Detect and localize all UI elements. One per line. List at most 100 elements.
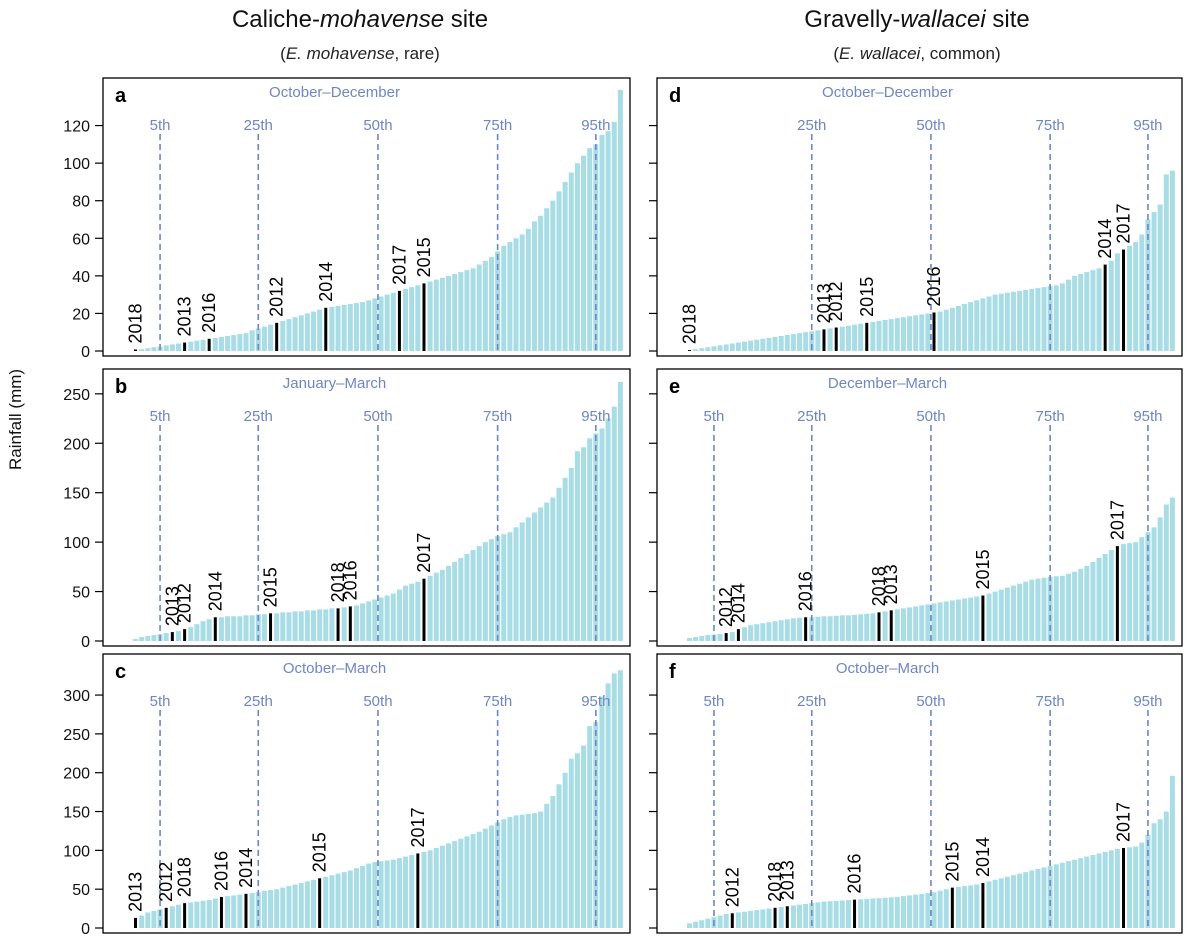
bar (544, 208, 550, 351)
bar (200, 621, 206, 641)
panel-letter: e (669, 376, 680, 398)
bar (1133, 542, 1139, 641)
bar (458, 557, 464, 641)
percentile-label: 95th (1133, 408, 1162, 425)
bar (699, 636, 705, 641)
bar (1163, 504, 1169, 641)
bar (937, 311, 943, 351)
season-title: October–December (269, 84, 400, 101)
bar (974, 300, 980, 351)
bar (317, 309, 323, 351)
y-tick-label: 200 (63, 436, 90, 453)
bar (992, 591, 998, 641)
bar (748, 910, 754, 928)
bar (1059, 575, 1065, 641)
bar (280, 612, 286, 641)
bar (310, 311, 317, 351)
bar (531, 813, 537, 928)
bar (470, 268, 476, 351)
bar (1047, 865, 1053, 928)
bar (298, 315, 304, 351)
bar (231, 616, 237, 641)
bar (519, 234, 525, 351)
bar (427, 850, 433, 928)
year-label: 2017 (1107, 500, 1127, 540)
bar (980, 298, 986, 351)
bar (482, 542, 488, 641)
bar (433, 848, 439, 928)
percentile-label: 25th (244, 408, 273, 425)
bar (1084, 856, 1090, 928)
highlight-bar (164, 907, 168, 928)
bar (760, 623, 766, 641)
bar (501, 245, 507, 351)
bar (550, 796, 556, 928)
bar (249, 615, 255, 641)
bar (705, 635, 711, 641)
bar (574, 163, 580, 351)
highlight-bar (1121, 249, 1125, 351)
bar (507, 242, 513, 351)
bar (470, 834, 476, 928)
bar (544, 502, 550, 641)
bar (760, 338, 766, 351)
bar (1114, 848, 1120, 928)
bar (1151, 527, 1157, 641)
bar (237, 894, 243, 928)
highlight-bar (950, 887, 954, 928)
bar (1078, 858, 1084, 928)
bar (261, 890, 267, 928)
bar (163, 345, 169, 351)
bar (1133, 242, 1139, 351)
year-label: 2018 (175, 857, 195, 897)
bar (151, 347, 157, 351)
bar (1053, 285, 1059, 351)
bar (894, 609, 900, 641)
percentile-label: 5th (150, 408, 171, 425)
bar (513, 815, 519, 928)
bar (1053, 576, 1059, 641)
bar (243, 333, 249, 351)
bar (1169, 775, 1175, 928)
bar (574, 753, 580, 928)
panel-letter: b (115, 376, 127, 398)
bar (998, 589, 1004, 641)
bar (1004, 292, 1010, 351)
bar (913, 606, 919, 641)
bar (384, 595, 390, 641)
highlight-bar (324, 307, 328, 351)
bar (790, 334, 796, 351)
bar (754, 339, 760, 351)
year-label: 2014 (728, 583, 748, 623)
bar (772, 336, 778, 351)
percentile-label: 50th (916, 117, 945, 134)
bar (925, 604, 931, 641)
bar (145, 348, 151, 351)
bar (1010, 875, 1016, 928)
bar (937, 890, 943, 928)
highlight-bar (134, 349, 138, 351)
bar (845, 900, 851, 928)
bar (587, 438, 593, 641)
bar (931, 892, 937, 928)
bar (1151, 823, 1157, 928)
bar (372, 599, 378, 641)
bar (335, 305, 341, 351)
year-label: 2016 (211, 851, 231, 891)
bar (858, 899, 864, 928)
bar (525, 228, 531, 351)
bar (790, 618, 796, 641)
bar (495, 251, 501, 351)
highlight-bar (183, 629, 187, 641)
bar (556, 487, 562, 641)
bar (1084, 272, 1090, 351)
bar (519, 814, 525, 928)
year-label: 2013 (126, 872, 146, 912)
bar (760, 909, 766, 928)
panel-letter: f (669, 661, 676, 683)
season-title: December–March (828, 375, 947, 392)
bar (1017, 583, 1023, 641)
highlight-bar (932, 312, 936, 351)
bar (766, 908, 772, 928)
year-label: 2012 (175, 583, 195, 623)
